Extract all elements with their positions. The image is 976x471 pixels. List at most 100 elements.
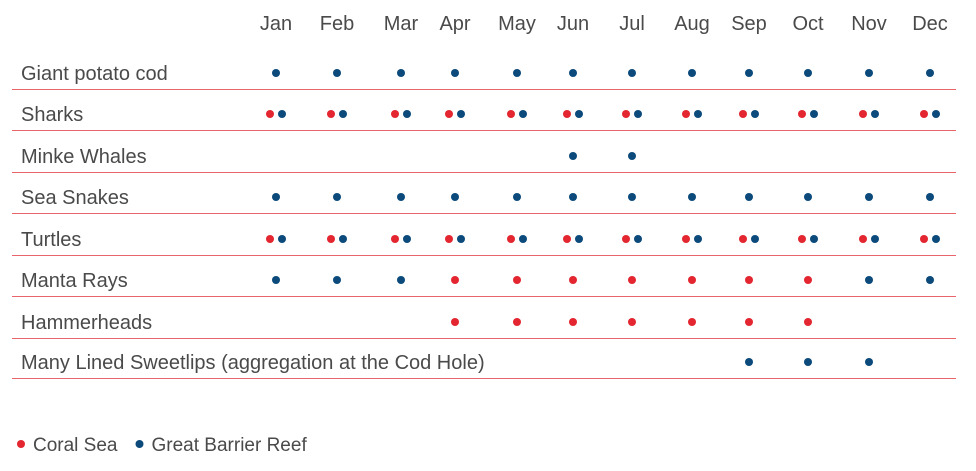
great-barrier-reef-dot (926, 276, 934, 284)
month-label-jan: Jan (260, 13, 292, 35)
great-barrier-reef-dot (745, 358, 753, 366)
great-barrier-reef-dot (688, 193, 696, 201)
coral-sea-dot (445, 235, 453, 243)
great-barrier-reef-dot (278, 235, 286, 243)
great-barrier-reef-dot (569, 69, 577, 77)
great-barrier-reef-dot (403, 235, 411, 243)
legend-marker-coral (17, 440, 25, 448)
great-barrier-reef-dot (628, 152, 636, 160)
great-barrier-reef-dot (513, 69, 521, 77)
coral-sea-dot (688, 276, 696, 284)
coral-sea-dot (513, 318, 521, 326)
species-label: Sharks (21, 104, 83, 126)
legend: Coral Sea Great Barrier Reef (17, 435, 307, 456)
species-row: Manta Rays (12, 270, 956, 297)
species-rows: Giant potato cod Sharks Minke Whales Sea Sn… (12, 63, 956, 379)
great-barrier-reef-dot (804, 358, 812, 366)
coral-sea-dot (563, 235, 571, 243)
coral-sea-dot (920, 235, 928, 243)
coral-sea-dot (513, 276, 521, 284)
coral-sea-dot (745, 318, 753, 326)
species-label: Manta Rays (21, 270, 128, 292)
month-label-may: May (498, 13, 536, 35)
great-barrier-reef-dot (810, 235, 818, 243)
coral-sea-dot (266, 110, 274, 118)
species-label: Sea Snakes (21, 187, 129, 209)
coral-sea-dot (628, 276, 636, 284)
coral-sea-dot (628, 318, 636, 326)
legend-marker-gbr (135, 440, 144, 448)
coral-sea-dot (682, 110, 690, 118)
great-barrier-reef-dot (272, 69, 280, 77)
coral-sea-dot (682, 235, 690, 243)
great-barrier-reef-dot (634, 110, 642, 118)
great-barrier-reef-dot (932, 235, 940, 243)
great-barrier-reef-dot (745, 69, 753, 77)
great-barrier-reef-dot (569, 152, 577, 160)
coral-sea-dot (451, 276, 459, 284)
great-barrier-reef-dot (513, 193, 521, 201)
great-barrier-reef-dot (926, 193, 934, 201)
great-barrier-reef-dot (457, 110, 465, 118)
great-barrier-reef-dot (403, 110, 411, 118)
coral-sea-dot (859, 110, 867, 118)
coral-sea-dot (688, 318, 696, 326)
coral-sea-dot (622, 110, 630, 118)
species-row: Giant potato cod (12, 63, 956, 90)
species-row: Hammerheads (12, 312, 956, 339)
great-barrier-reef-dot (804, 69, 812, 77)
coral-sea-dot (266, 235, 274, 243)
great-barrier-reef-dot (519, 110, 527, 118)
great-barrier-reef-dot (751, 110, 759, 118)
coral-sea-dot (622, 235, 630, 243)
great-barrier-reef-dot (333, 276, 341, 284)
month-label-jun: Jun (557, 13, 589, 35)
great-barrier-reef-dot (865, 276, 873, 284)
species-row: Turtles (12, 229, 956, 256)
great-barrier-reef-dot (333, 69, 341, 77)
great-barrier-reef-dot (745, 193, 753, 201)
great-barrier-reef-dot (272, 276, 280, 284)
coral-sea-dot (920, 110, 928, 118)
coral-sea-dot (569, 318, 577, 326)
coral-sea-dot (739, 110, 747, 118)
coral-sea-dot (391, 110, 399, 118)
month-label-oct: Oct (792, 13, 824, 35)
great-barrier-reef-dot (694, 235, 702, 243)
coral-sea-dot (563, 110, 571, 118)
great-barrier-reef-dot (333, 193, 341, 201)
coral-sea-dot (745, 276, 753, 284)
great-barrier-reef-dot (569, 193, 577, 201)
great-barrier-reef-dot (694, 110, 702, 118)
coral-sea-dot (804, 276, 812, 284)
great-barrier-reef-dot (397, 193, 405, 201)
coral-sea-dot (859, 235, 867, 243)
legend-label-gbr: Great Barrier Reef (152, 435, 308, 456)
month-label-nov: Nov (851, 13, 887, 35)
coral-sea-dot (798, 110, 806, 118)
great-barrier-reef-dot (804, 193, 812, 201)
great-barrier-reef-dot (451, 193, 459, 201)
great-barrier-reef-dot (634, 235, 642, 243)
great-barrier-reef-dot (751, 235, 759, 243)
month-label-feb: Feb (320, 13, 354, 35)
great-barrier-reef-dot (451, 69, 459, 77)
month-label-aug: Aug (674, 13, 710, 35)
species-label: Minke Whales (21, 146, 147, 168)
great-barrier-reef-dot (575, 110, 583, 118)
month-label-sep: Sep (731, 13, 767, 35)
great-barrier-reef-dot (278, 110, 286, 118)
great-barrier-reef-dot (457, 235, 465, 243)
great-barrier-reef-dot (871, 110, 879, 118)
great-barrier-reef-dot (628, 193, 636, 201)
great-barrier-reef-dot (628, 69, 636, 77)
great-barrier-reef-dot (339, 110, 347, 118)
legend-label-coral: Coral Sea (33, 435, 118, 456)
coral-sea-dot (445, 110, 453, 118)
coral-sea-dot (739, 235, 747, 243)
species-label: Giant potato cod (21, 63, 168, 85)
great-barrier-reef-dot (926, 69, 934, 77)
coral-sea-dot (391, 235, 399, 243)
coral-sea-dot (507, 110, 515, 118)
